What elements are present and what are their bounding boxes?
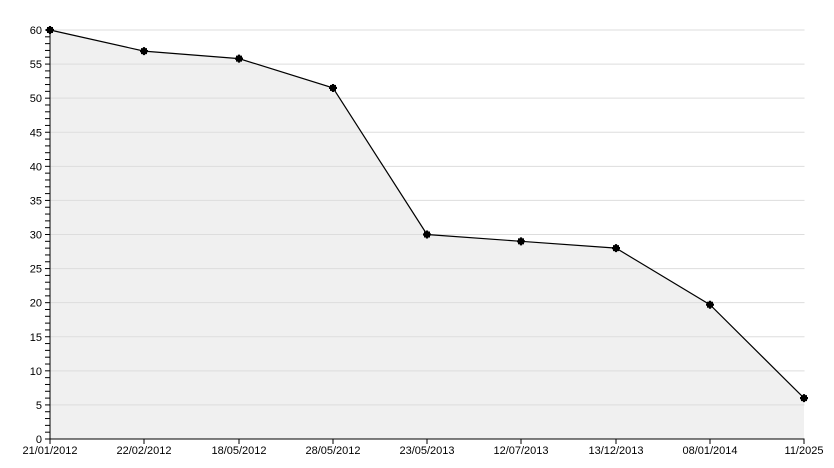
svg-text:23/05/2013: 23/05/2013 (399, 445, 454, 457)
svg-text:18/05/2012: 18/05/2012 (211, 445, 266, 457)
svg-text:15: 15 (30, 332, 42, 344)
svg-text:12/07/2013: 12/07/2013 (493, 445, 548, 457)
svg-text:10: 10 (30, 366, 42, 378)
svg-text:21/01/2012: 21/01/2012 (22, 445, 77, 457)
svg-text:5: 5 (36, 400, 42, 412)
svg-text:60: 60 (30, 25, 42, 37)
svg-text:40: 40 (30, 161, 42, 173)
svg-text:50: 50 (30, 93, 42, 105)
svg-text:11/2025: 11/2025 (785, 445, 824, 457)
svg-text:08/01/2014: 08/01/2014 (682, 445, 737, 457)
svg-text:35: 35 (30, 195, 42, 207)
svg-text:13/12/2013: 13/12/2013 (588, 445, 643, 457)
svg-text:55: 55 (30, 59, 42, 71)
svg-text:22/02/2012: 22/02/2012 (116, 445, 171, 457)
svg-text:20: 20 (30, 298, 42, 310)
svg-text:28/05/2012: 28/05/2012 (305, 445, 360, 457)
svg-text:45: 45 (30, 127, 42, 139)
svg-text:25: 25 (30, 264, 42, 276)
svg-text:30: 30 (30, 230, 42, 242)
